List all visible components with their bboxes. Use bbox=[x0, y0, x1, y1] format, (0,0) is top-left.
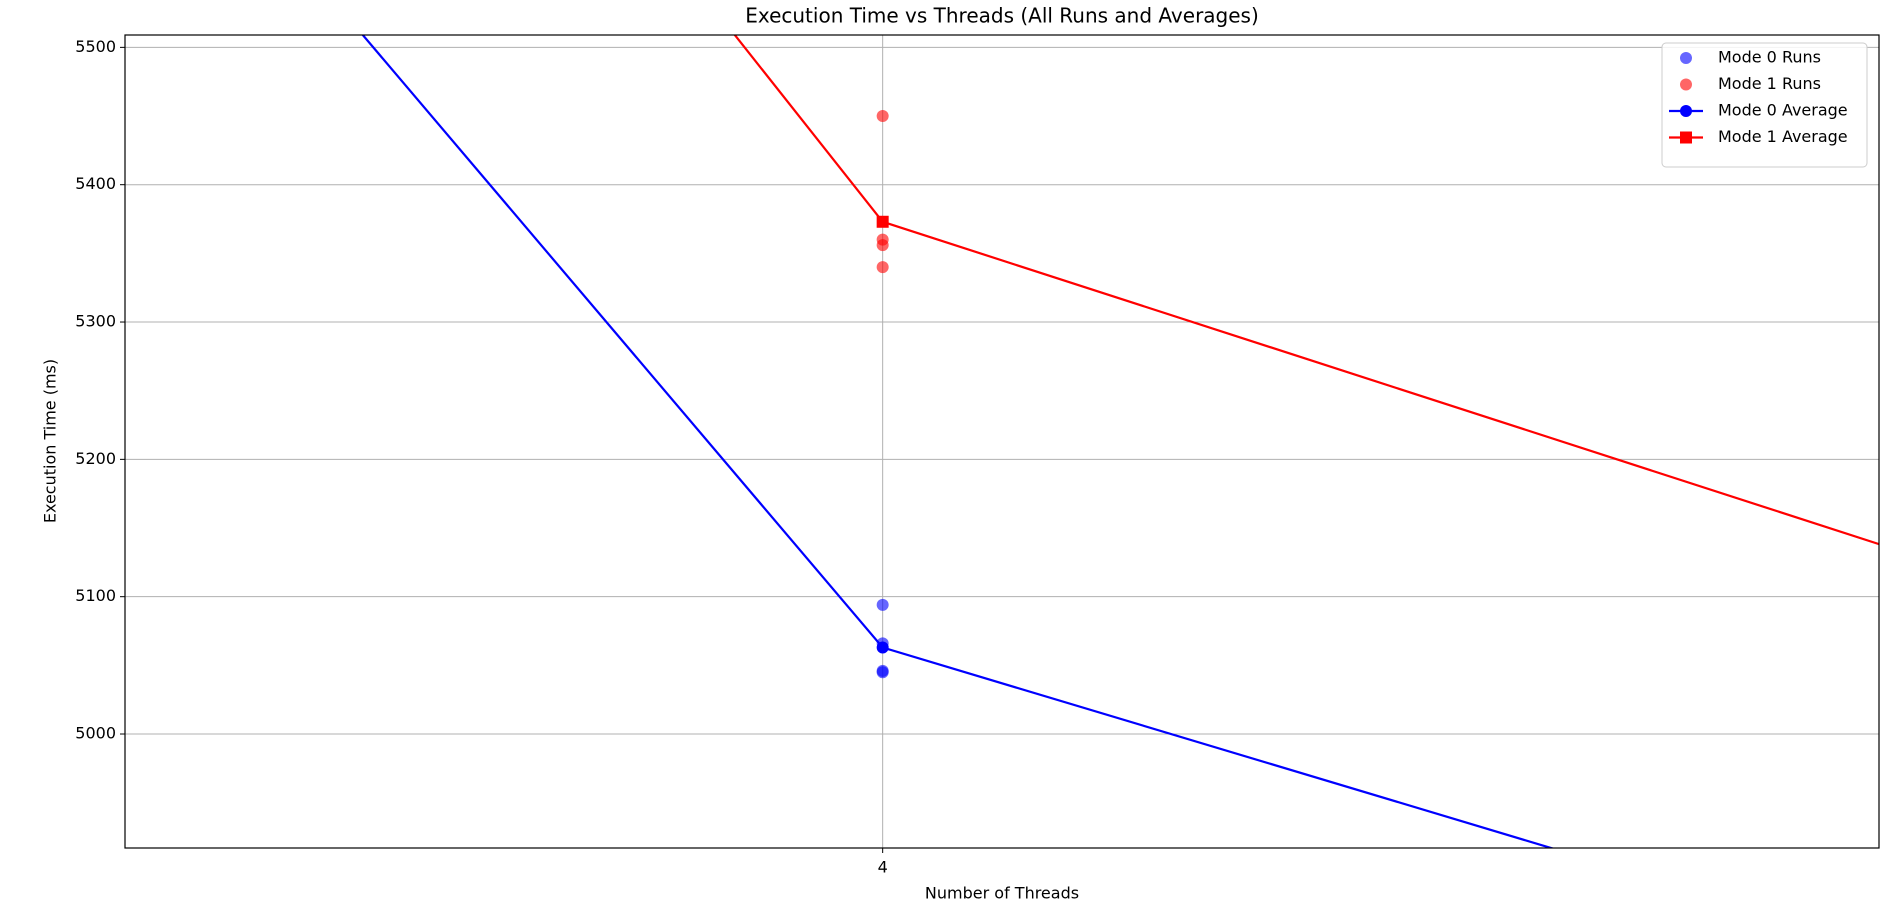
scatter-point bbox=[876, 110, 889, 123]
grid bbox=[125, 35, 1879, 848]
marker bbox=[1680, 105, 1692, 117]
scatter-point bbox=[876, 664, 889, 677]
legend-label: Mode 0 Average bbox=[1718, 101, 1848, 120]
legend-label: Mode 1 Runs bbox=[1718, 74, 1821, 93]
legend-label: Mode 0 Runs bbox=[1718, 48, 1821, 67]
legend-label: Mode 1 Average bbox=[1718, 127, 1848, 146]
scatter-point bbox=[876, 261, 889, 274]
x-axis-label: Number of Threads bbox=[925, 884, 1079, 903]
y-tick-label: 5100 bbox=[75, 586, 116, 605]
legend-marker bbox=[1680, 52, 1692, 64]
average-line bbox=[733, 35, 1879, 546]
scatter-point bbox=[876, 598, 889, 611]
y-axis-label: Execution Time (ms) bbox=[41, 359, 60, 523]
chart-title: Execution Time vs Threads (All Runs and … bbox=[745, 4, 1259, 28]
axes-frame bbox=[124, 34, 1880, 849]
y-tick-label: 5300 bbox=[75, 312, 116, 331]
legend: Mode 0 Runs Mode 1 Runs Mode 0 Average Mode… bbox=[1661, 42, 1868, 168]
y-tick-label: 5200 bbox=[75, 449, 116, 468]
scatter-point bbox=[876, 239, 889, 252]
marker bbox=[1680, 131, 1692, 144]
y-tick-label: 5000 bbox=[75, 724, 116, 743]
plot-area bbox=[361, 35, 1879, 848]
y-tick-label: 5500 bbox=[75, 37, 116, 56]
legend-marker bbox=[1680, 78, 1692, 91]
y-tick-label: 5400 bbox=[75, 174, 116, 193]
ticks: 5000 5100 5200 5300 5400 5500 4 bbox=[75, 37, 887, 877]
legend-box bbox=[1661, 42, 1868, 168]
marker bbox=[876, 215, 889, 228]
marker bbox=[876, 641, 889, 654]
x-tick-label: 4 bbox=[878, 858, 888, 877]
